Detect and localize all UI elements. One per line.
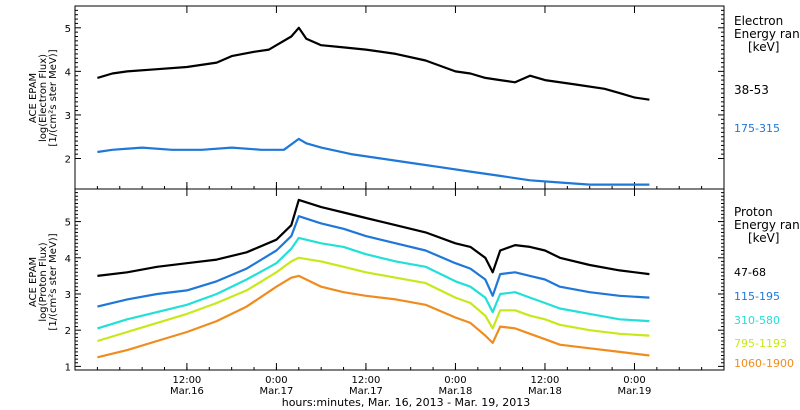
x-tick-time: 0:00: [444, 375, 466, 386]
electron-legend-title-1: Electron: [734, 14, 783, 28]
x-tick-time: 12:00: [352, 375, 381, 386]
x-tick-time: 12:00: [531, 375, 560, 386]
y-tick-label: 4: [65, 254, 71, 265]
series-line-310-580: [97, 236, 650, 330]
electron-ylabel: ACE EPAM log(Electron Flux) [1/(cm²s ste…: [28, 49, 59, 146]
proton-ylabel-line-2: log(Proton Flux): [38, 242, 49, 321]
x-tick-date: Mar.18: [528, 386, 562, 397]
electron-ylabel-line-1: ACE EPAM: [28, 73, 39, 123]
x-axis-label: hours:minutes, Mar. 16, 2013 - Mar. 19, …: [282, 396, 531, 409]
legend-entry-47-68: 47-68: [734, 266, 766, 279]
proton-legend: Proton Energy range [keV]: [734, 205, 800, 245]
x-tick-date: Mar.18: [439, 386, 473, 397]
legend-entry-38-53: 38-53: [734, 83, 769, 97]
x-tick-time: 0:00: [265, 375, 287, 386]
electron-legend-title-2: Energy range: [734, 27, 800, 41]
proton-legend-title-2: Energy range: [734, 218, 800, 232]
proton-legend-title-3: [keV]: [748, 231, 779, 245]
series-line-795-1193: [97, 256, 650, 343]
legend-entry-310-580: 310-580: [734, 314, 780, 327]
y-tick-label: 2: [65, 155, 71, 166]
legend-entry-115-195: 115-195: [734, 290, 780, 303]
proton-ylabel-line-3: [1/(cm²s ster MeV)]: [48, 233, 59, 330]
series-layer: [97, 26, 650, 359]
proton-ylabel-line-1: ACE EPAM: [28, 257, 39, 307]
y-tick-label: 4: [65, 67, 71, 78]
electron-legend-title-3: [keV]: [748, 40, 779, 54]
x-tick-date: Mar.17: [259, 386, 293, 397]
x-tick-time: 0:00: [623, 375, 645, 386]
series-line-38-53: [97, 26, 650, 101]
axes-layer: 23451234512:00Mar.160:00Mar.1712:00Mar.1…: [65, 5, 725, 397]
proton-panel-frame: [74, 188, 725, 371]
series-line-47-68: [97, 198, 650, 277]
y-tick-label: 2: [65, 326, 71, 337]
proton-legend-title-1: Proton: [734, 205, 773, 219]
y-tick-label: 1: [65, 362, 71, 373]
x-tick-date: Mar.19: [618, 386, 652, 397]
y-tick-label: 5: [65, 218, 71, 229]
y-tick-label: 3: [65, 290, 71, 301]
y-tick-label: 3: [65, 111, 71, 122]
x-tick-time: 12:00: [172, 375, 201, 386]
legend-entry-175-315: 175-315: [734, 122, 780, 135]
series-line-1060-1900: [97, 274, 650, 359]
legend-entries: 38-53 175-315 47-68 115-195 310-580 795-1193 1…: [734, 83, 794, 370]
series-line-175-315: [97, 137, 650, 186]
legend-entry-1060-1900: 1060-1900: [734, 357, 794, 370]
series-line-115-195: [97, 215, 650, 308]
proton-ylabel: ACE EPAM log(Proton Flux) [1/(cm²s ster …: [28, 233, 59, 330]
electron-ylabel-line-3: [1/(cm²s ster MeV)]: [48, 49, 59, 146]
electron-legend: Electron Energy range [keV]: [734, 14, 800, 54]
y-tick-label: 5: [65, 24, 71, 35]
x-tick-date: Mar.17: [349, 386, 383, 397]
legend-entry-795-1193: 795-1193: [734, 337, 787, 350]
electron-ylabel-line-2: log(Electron Flux): [38, 54, 49, 142]
x-tick-date: Mar.16: [170, 386, 204, 397]
